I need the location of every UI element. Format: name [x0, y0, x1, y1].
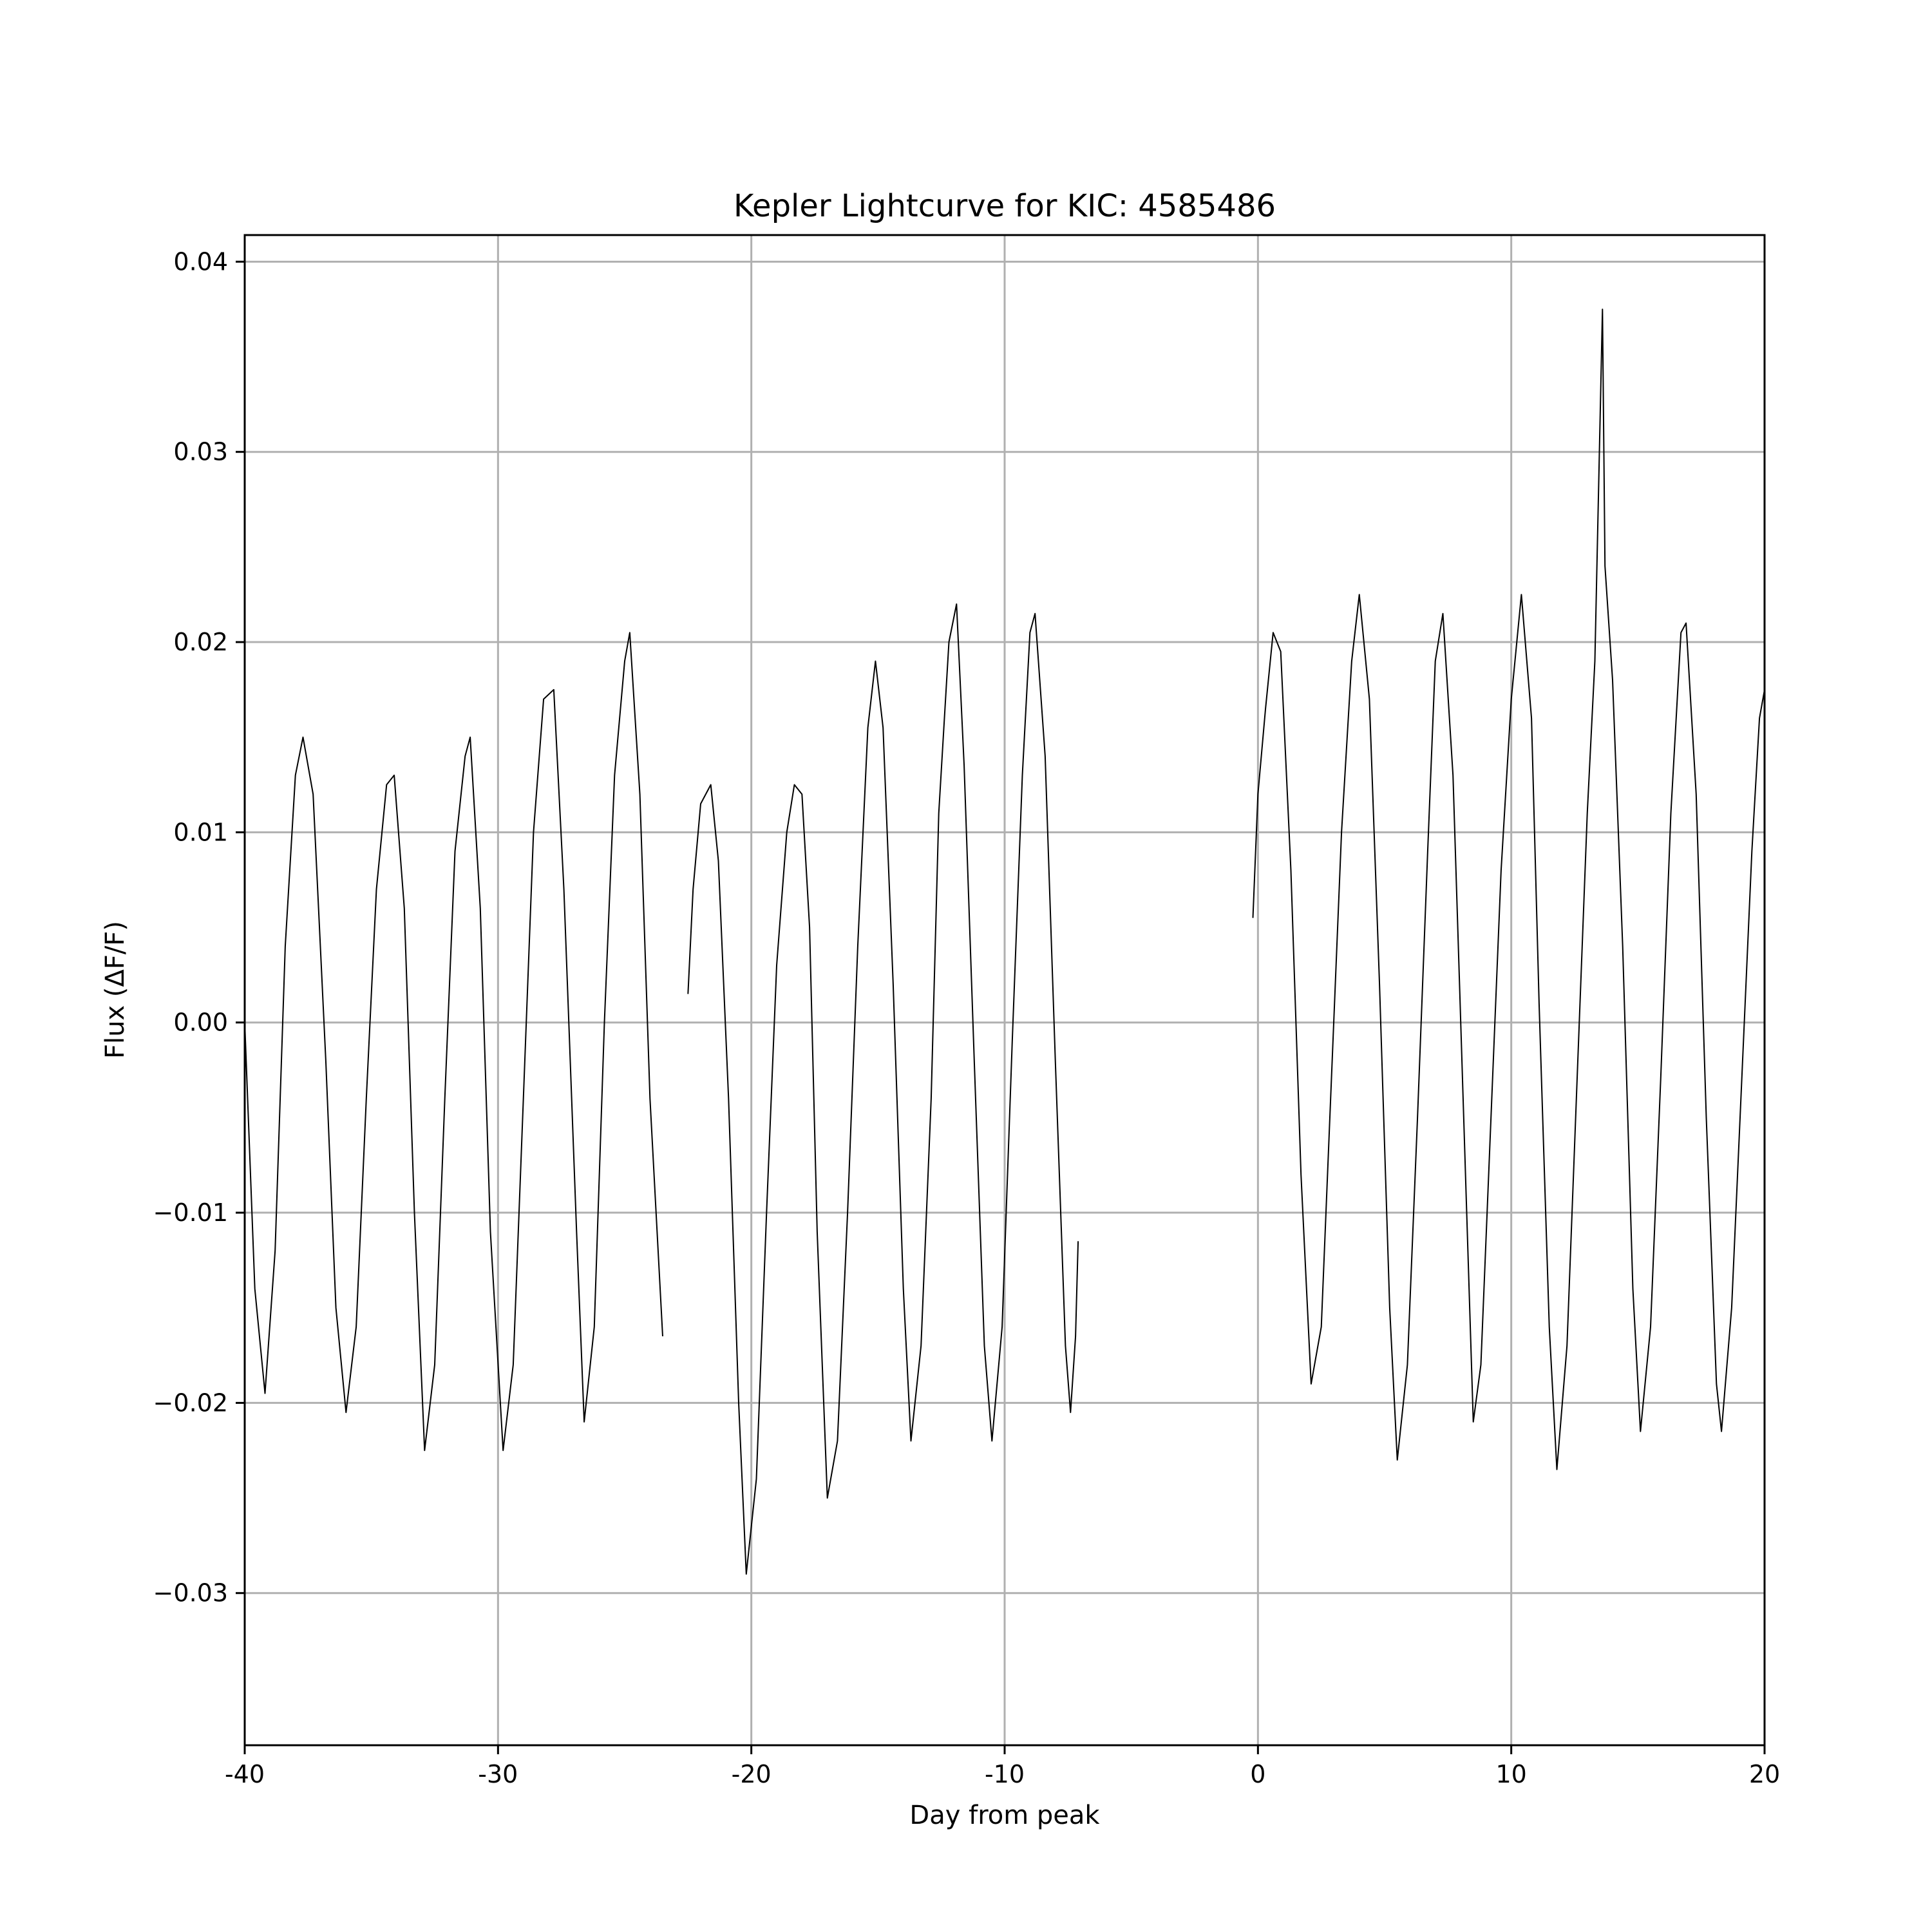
y-tick-label: 0.02 — [173, 628, 228, 656]
flux-line-segment — [687, 603, 1079, 1575]
x-axis-label: Day from peak — [909, 1801, 1100, 1830]
x-tick-label: 20 — [1749, 1760, 1780, 1788]
x-tick-label: -20 — [732, 1760, 772, 1788]
data-series-layer — [244, 308, 1765, 1575]
flux-line-segment — [244, 632, 663, 1452]
x-tick-label: -30 — [478, 1760, 518, 1788]
y-tick-label: −0.03 — [153, 1579, 228, 1607]
y-tick-label: −0.01 — [153, 1198, 228, 1227]
flux-line-segment — [1252, 308, 1765, 1470]
y-axis-label: Flux (ΔF/F) — [100, 921, 130, 1059]
x-tick-label: 10 — [1495, 1760, 1526, 1788]
chart-title: Kepler Lightcurve for KIC: 4585486 — [734, 188, 1276, 224]
y-tick-label: 0.03 — [173, 438, 228, 466]
x-axis-ticks: -40 -30 -20 -10 0 10 20 — [225, 1745, 1780, 1788]
x-tick-label: -10 — [985, 1760, 1025, 1788]
x-tick-label: 0 — [1250, 1760, 1265, 1788]
y-tick-label: −0.02 — [153, 1388, 228, 1417]
y-tick-label: 0.04 — [173, 247, 228, 276]
x-tick-label: -40 — [225, 1760, 265, 1788]
grid-lines — [243, 235, 1766, 1745]
y-axis-ticks: 0.04 0.03 0.02 0.01 0.00 −0.01 −0.02 −0.03 — [153, 247, 245, 1607]
y-tick-label: 0.01 — [173, 818, 228, 846]
y-tick-label: 0.00 — [173, 1009, 228, 1037]
